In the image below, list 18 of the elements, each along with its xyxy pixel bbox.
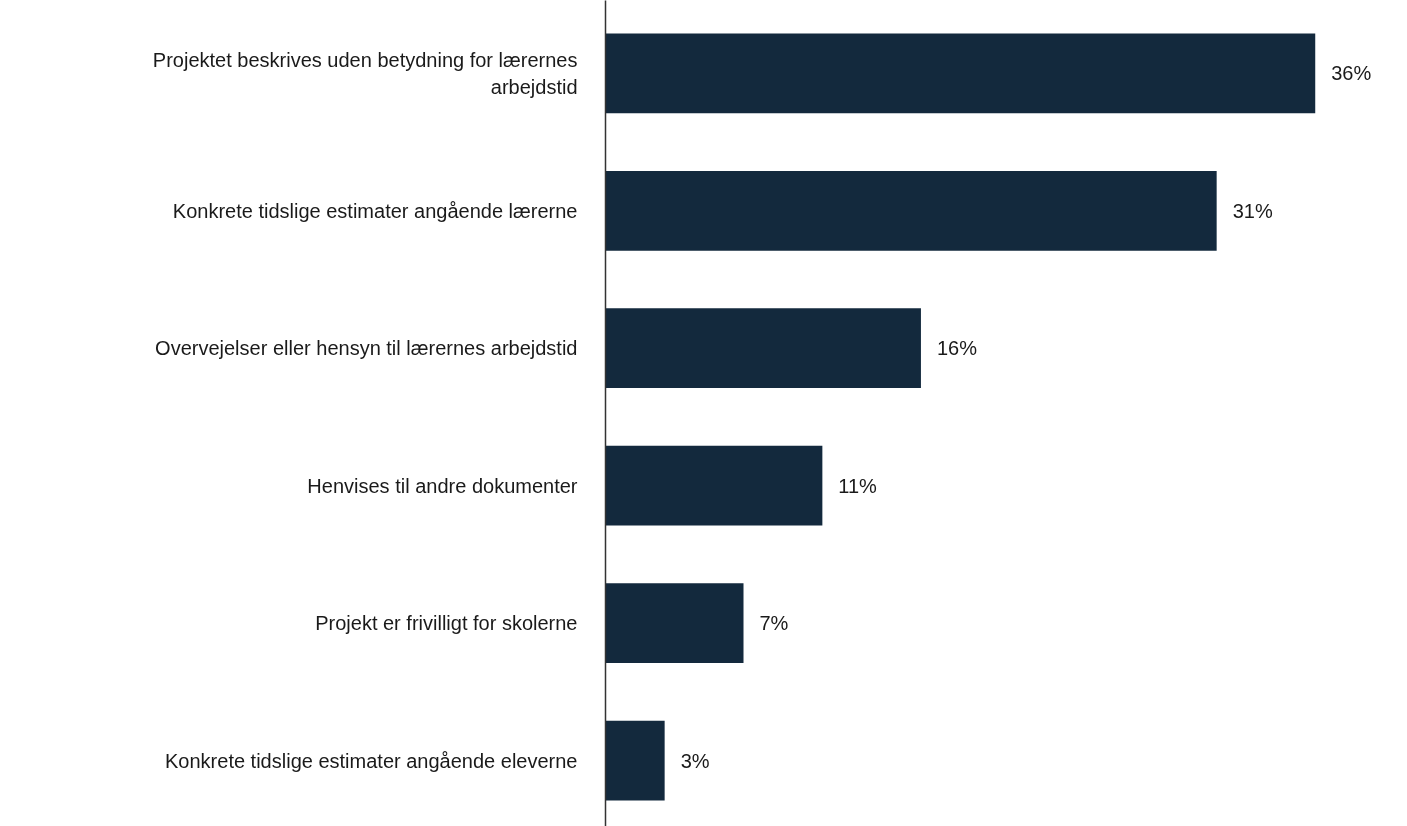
data-label: 7% [759, 612, 789, 635]
y-tick-label: Projektet beskrives uden betydning for lærernes arbejdstid [152, 49, 578, 98]
data-label: 16% [936, 337, 978, 360]
y-tick-label: Henvises til andre dokumenter [307, 474, 578, 497]
bar [605, 308, 921, 389]
bar [605, 720, 665, 801]
data-label: 36% [1331, 62, 1372, 85]
data-label: 3% [680, 749, 710, 772]
bar [605, 33, 1316, 114]
y-tick-label: Konkrete tidslige estimater angående lærerne [172, 199, 578, 222]
data-label: 31% [1232, 199, 1273, 222]
y-tick-label: Projekt er frivilligt for skolerne [315, 612, 578, 635]
y-tick-label: Overvejelser eller hensyn til lærernes arbejdstid [155, 337, 578, 360]
bar [605, 445, 823, 526]
bar [605, 583, 744, 663]
data-label: 11% [838, 474, 878, 497]
y-tick-label: Konkrete tidslige estimater angående eleverne [165, 749, 578, 772]
bar [605, 170, 1217, 251]
